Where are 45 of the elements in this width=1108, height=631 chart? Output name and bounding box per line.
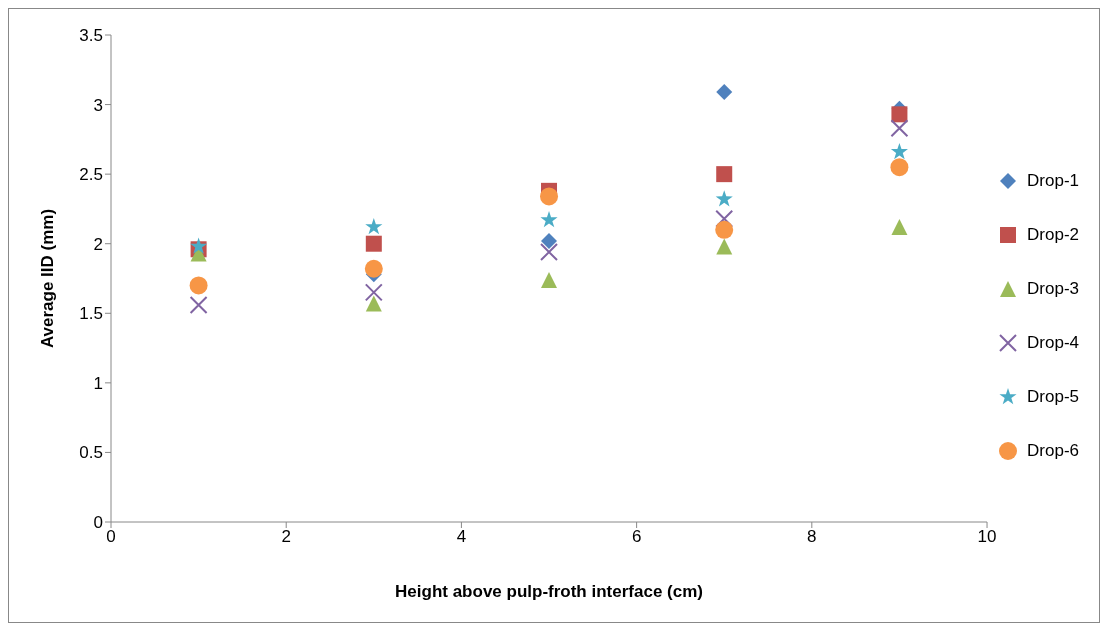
point — [716, 238, 733, 255]
legend-label: Drop-6 — [1027, 440, 1079, 461]
x-tick-label: 6 — [631, 527, 642, 547]
point — [189, 276, 208, 295]
point — [540, 243, 559, 262]
x-tick-label: 8 — [807, 527, 817, 547]
x-tick-label: 10 — [977, 527, 997, 547]
point — [890, 119, 909, 138]
y-axis-title: Average IID (mm) — [38, 208, 58, 349]
y-tick-label: 0 — [93, 513, 103, 533]
y-tick-label: 2 — [93, 234, 103, 254]
point — [364, 283, 383, 302]
point — [365, 218, 383, 235]
point — [891, 219, 908, 236]
y-tick-label: 0.5 — [79, 443, 103, 463]
y-tick-label: 2.5 — [79, 165, 103, 185]
point — [890, 158, 909, 177]
point — [715, 190, 733, 207]
point — [541, 232, 558, 249]
point — [540, 211, 558, 228]
point — [541, 271, 558, 288]
point — [715, 220, 734, 239]
x-tick-label: 0 — [106, 527, 116, 547]
point — [890, 142, 908, 160]
x-tick-label: 2 — [281, 527, 291, 547]
y-tick-label: 1 — [93, 373, 103, 393]
y-tick-label: 3 — [93, 95, 103, 115]
x-axis-title: Height above pulp-froth interface (cm) — [395, 582, 703, 601]
point — [189, 295, 208, 314]
point — [891, 106, 908, 123]
legend-label: Drop-5 — [1027, 386, 1079, 407]
legend-label: Drop-3 — [1027, 278, 1079, 299]
legend-label: Drop-1 — [1027, 170, 1079, 191]
point — [190, 237, 208, 254]
point — [716, 84, 733, 101]
y-tick-label: 1.5 — [79, 304, 103, 324]
point — [540, 187, 559, 206]
x-tick-label: 4 — [456, 527, 467, 547]
point — [365, 235, 382, 252]
legend-label: Drop-2 — [1027, 224, 1079, 245]
point — [364, 259, 383, 278]
y-tick-label: 3.5 — [79, 26, 103, 46]
legend-label: Drop-4 — [1027, 332, 1079, 353]
point — [716, 166, 733, 183]
point — [365, 295, 382, 312]
